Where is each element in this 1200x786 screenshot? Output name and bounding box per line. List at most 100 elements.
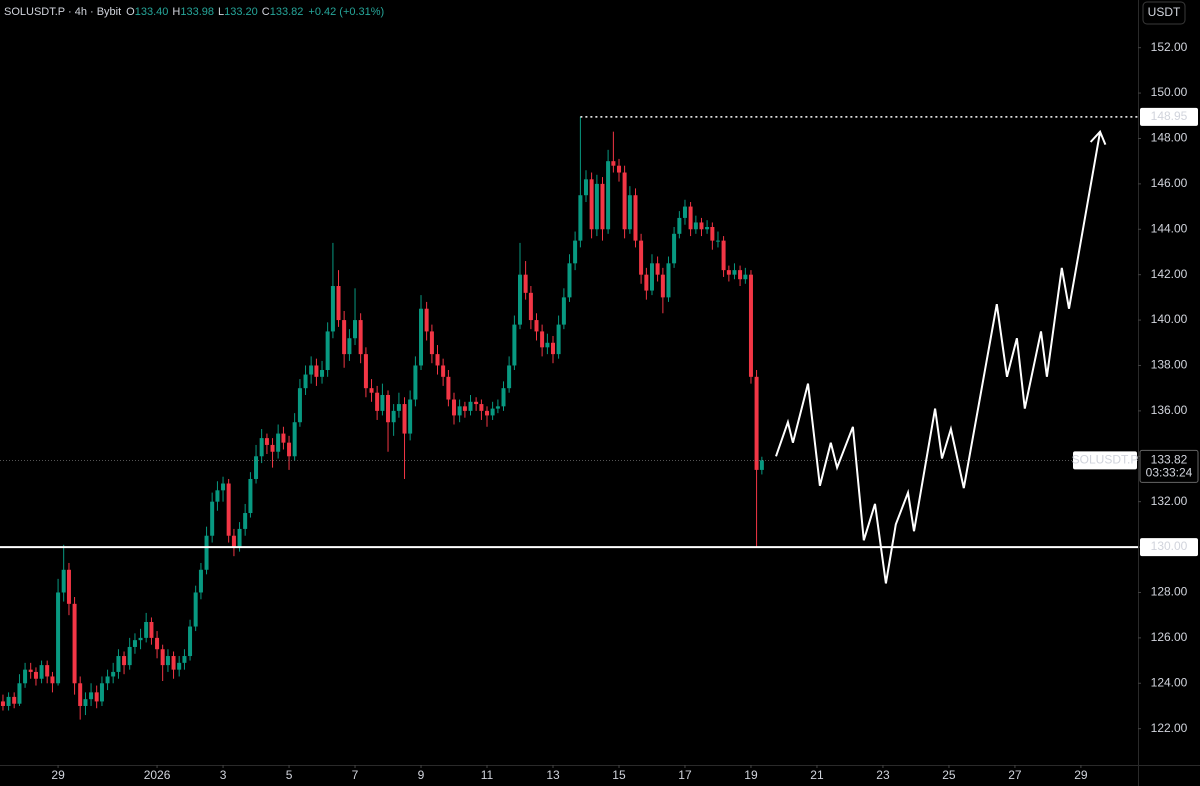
candle-body	[633, 195, 638, 241]
candle-body	[287, 442, 292, 457]
candle-body	[122, 656, 127, 666]
candle-body	[748, 274, 753, 377]
symbol-badge	[1073, 451, 1137, 470]
candle-body	[61, 569, 66, 593]
y-tick-label: 148.00	[1151, 131, 1188, 145]
candle-body	[78, 683, 83, 706]
candle-body	[264, 438, 269, 445]
y-tick-label: 126.00	[1151, 630, 1188, 644]
candle-body	[89, 692, 94, 700]
countdown-label: 03:33:24	[1146, 466, 1193, 480]
candle-body	[116, 656, 121, 672]
y-tick-label: 124.00	[1151, 675, 1188, 689]
candle-body	[413, 365, 418, 400]
candle-body	[111, 671, 116, 677]
legend-key: C	[262, 6, 270, 18]
candle-body	[594, 183, 599, 230]
candle-body	[396, 404, 401, 411]
y-tick-label: 146.00	[1151, 176, 1188, 190]
candle-body	[342, 320, 347, 355]
price-badge	[1139, 449, 1199, 483]
candle-body	[435, 354, 440, 366]
candle-body	[105, 676, 110, 684]
candle-body	[56, 592, 61, 684]
candle-body	[523, 274, 528, 293]
candle-body	[0, 701, 5, 706]
candle-body	[297, 388, 302, 423]
candle-body	[583, 179, 588, 196]
candle-body	[578, 195, 583, 241]
candle-body	[419, 308, 424, 366]
candle-body	[386, 394, 391, 423]
candle-body	[66, 569, 71, 604]
candle-body	[622, 172, 627, 230]
candle-body	[358, 320, 363, 355]
candle-body	[276, 433, 281, 452]
candle-body	[611, 161, 616, 166]
legend-value: 133.82	[270, 6, 304, 18]
candle-body	[160, 649, 165, 666]
candle-body	[693, 222, 698, 230]
legend-change: +0.42 (+0.31%)	[308, 6, 384, 18]
candle-body	[165, 656, 170, 666]
candle-body	[743, 274, 748, 280]
candle-body	[198, 569, 203, 593]
candle-body	[429, 331, 434, 355]
currency-button[interactable]	[1142, 1, 1186, 25]
level-label: 130.00	[1151, 539, 1188, 553]
y-tick-label: 128.00	[1151, 585, 1188, 599]
candle-body	[402, 404, 407, 434]
candle-body	[177, 662, 182, 670]
candle-body	[231, 535, 236, 548]
candle-body	[226, 483, 231, 536]
level-label: 148.95	[1151, 109, 1188, 123]
candle-body	[28, 669, 33, 672]
candle-body	[23, 669, 28, 684]
y-tick-label: 136.00	[1151, 403, 1188, 417]
y-tick-label: 132.00	[1151, 494, 1188, 508]
candle-body	[6, 696, 11, 706]
y-tick-label: 138.00	[1151, 358, 1188, 372]
candle-body	[512, 324, 517, 366]
legend-value: 133.20	[224, 6, 258, 18]
x-tick-label: 23	[876, 768, 890, 782]
candle-body	[655, 263, 660, 275]
candle-body	[732, 270, 737, 275]
x-tick-label: 11	[481, 768, 494, 782]
candle-body	[457, 406, 462, 416]
candle-body	[705, 227, 710, 230]
y-tick-label: 144.00	[1151, 221, 1188, 235]
legend-value: 133.40	[135, 6, 169, 18]
candle-body	[682, 206, 687, 218]
symbol-label: SOLUSDT.P	[1072, 453, 1139, 467]
candle-body	[138, 637, 143, 641]
candle-body	[715, 240, 720, 242]
x-tick-label: 13	[546, 768, 560, 782]
candle-body	[644, 274, 649, 291]
currency-label[interactable]: USDT	[1148, 5, 1181, 19]
y-tick-label: 122.00	[1151, 721, 1188, 735]
candle-body	[188, 626, 193, 657]
candle-body	[452, 399, 457, 416]
x-tick-label: 25	[942, 768, 956, 782]
candle-body	[556, 324, 561, 355]
x-tick-label: 3	[220, 768, 227, 782]
y-tick-label: 150.00	[1151, 85, 1188, 99]
y-tick-label: 152.00	[1151, 40, 1188, 54]
candle-body	[45, 665, 50, 677]
y-tick-label: 142.00	[1151, 267, 1188, 281]
candle-body	[518, 274, 523, 325]
x-tick-label: 27	[1008, 768, 1022, 782]
candle-body	[303, 374, 308, 389]
level-badge	[1140, 107, 1198, 126]
candle-body	[363, 354, 368, 389]
candle-body	[606, 161, 611, 230]
candle-body	[485, 410, 490, 416]
symbol-title: SOLUSDT.P · 4h · Bybit	[4, 6, 121, 18]
candle-body	[347, 338, 352, 355]
candle-body	[17, 683, 22, 704]
candle-body	[132, 640, 137, 647]
x-tick-label: 19	[744, 768, 758, 782]
legend: SOLUSDT.P · 4h · Bybit O133.40 H133.98 L133…	[4, 6, 384, 18]
